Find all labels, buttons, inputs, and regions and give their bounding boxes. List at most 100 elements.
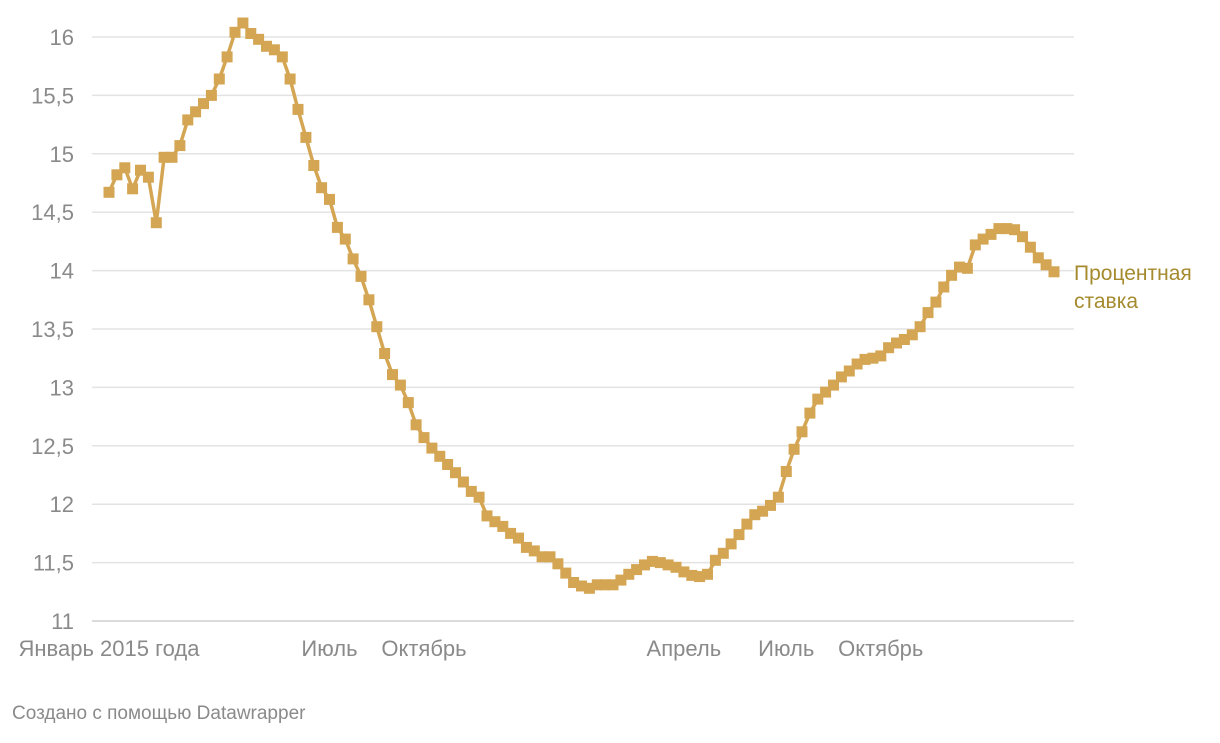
x-tick-label: Июль [301, 636, 357, 661]
gridlines [92, 36, 1074, 622]
data-point-marker [615, 574, 627, 586]
data-point-marker [442, 459, 454, 470]
data-point-marker [520, 541, 532, 553]
data-point-marker [961, 262, 973, 274]
data-point-marker [954, 261, 965, 273]
y-tick-label: 11 [51, 609, 74, 634]
data-point-marker [174, 140, 186, 152]
data-point-marker [426, 442, 438, 454]
data-point-marker [536, 551, 548, 563]
data-point-marker [245, 28, 257, 39]
x-tick-label: Июль [758, 636, 814, 661]
series-label-line-2: ставка [1074, 290, 1138, 313]
data-point-marker [324, 193, 335, 205]
data-point-marker [843, 365, 855, 377]
data-point-marker [166, 151, 178, 163]
data-point-marker [702, 568, 713, 580]
data-point-marker [560, 567, 572, 579]
x-tick-label: Октябрь [381, 636, 466, 661]
data-point-marker [276, 51, 288, 63]
data-point-marker [410, 419, 422, 431]
data-point-marker [938, 281, 950, 293]
data-point-marker [347, 253, 359, 265]
data-point-marker [221, 51, 233, 63]
data-point-marker [898, 334, 910, 345]
data-point-marker [678, 566, 690, 578]
data-point-marker [261, 40, 272, 52]
data-point-marker [1009, 224, 1021, 236]
data-point-marker [993, 223, 1005, 235]
data-point-marker [654, 557, 666, 569]
data-point-marker [859, 353, 871, 365]
data-point-marker [158, 151, 170, 163]
data-point-marker [379, 348, 391, 359]
data-point-marker [875, 350, 887, 362]
series-label-line-1: Процентная [1074, 262, 1192, 285]
data-point-marker [969, 239, 981, 251]
data-point-marker [513, 532, 524, 544]
data-point-marker [1001, 223, 1013, 235]
data-point-marker [591, 579, 603, 591]
data-point-marker [473, 491, 485, 503]
data-point-marker [127, 183, 139, 195]
data-point-marker [402, 397, 414, 409]
data-point-marker [363, 294, 375, 306]
data-point-marker [190, 106, 202, 118]
data-point-marker [765, 499, 776, 511]
data-point-marker [930, 296, 942, 308]
data-point-marker [544, 551, 556, 563]
x-tick-label: Апрель [647, 636, 722, 661]
data-point-marker [741, 518, 753, 530]
x-tick-label: Январь 2015 года [19, 636, 201, 661]
x-tick-label: Октябрь [838, 636, 923, 661]
data-point-marker [1017, 231, 1028, 243]
y-axis-tick-labels: 16 15,5 15 14,5 14 13,5 13 12,5 12 11,5 11 [31, 25, 74, 634]
data-point-marker [922, 307, 934, 319]
data-point-marker [182, 114, 194, 126]
data-point-marker [985, 228, 997, 240]
data-point-marker [497, 520, 509, 532]
data-point-marker [308, 160, 320, 171]
y-tick-label: 15,5 [31, 83, 74, 108]
series-markers [103, 17, 1060, 594]
y-tick-label: 15 [50, 142, 74, 167]
data-point-marker [292, 103, 304, 115]
data-point-marker [119, 162, 131, 174]
data-point-marker [820, 386, 832, 398]
data-point-marker [434, 450, 446, 462]
data-point-marker [450, 467, 461, 479]
data-point-marker [142, 171, 154, 183]
data-point-marker [977, 233, 989, 245]
data-point-marker [725, 538, 737, 550]
data-point-marker [694, 571, 706, 583]
y-tick-label: 14 [50, 259, 74, 284]
data-point-marker [205, 89, 217, 101]
data-point-marker [788, 443, 800, 455]
data-point-marker [300, 131, 312, 143]
data-point-marker [867, 352, 879, 364]
data-point-marker [1048, 266, 1060, 278]
data-point-marker [639, 559, 650, 571]
data-point-marker [568, 577, 580, 588]
data-point-marker [1032, 252, 1044, 264]
credit-text: Создано с помощью Datawrapper [12, 703, 306, 724]
data-point-marker [757, 505, 769, 517]
y-tick-label: 13 [50, 375, 74, 400]
data-point-marker [1024, 241, 1036, 253]
data-point-marker [891, 337, 902, 349]
data-point-marker [316, 182, 328, 194]
data-point-marker [253, 33, 265, 45]
y-tick-label: 12,5 [31, 434, 74, 459]
data-point-marker [111, 169, 123, 181]
data-point-marker [465, 485, 477, 497]
data-point-marker [339, 233, 351, 245]
data-point-marker [229, 26, 241, 38]
data-point-marker [607, 579, 619, 591]
data-point-marker [371, 321, 383, 333]
data-point-marker [1040, 259, 1052, 271]
data-point-marker [394, 379, 406, 391]
y-tick-label: 13,5 [31, 317, 74, 342]
data-point-marker [796, 426, 808, 438]
data-point-marker [717, 547, 729, 559]
data-point-marker [780, 466, 792, 477]
